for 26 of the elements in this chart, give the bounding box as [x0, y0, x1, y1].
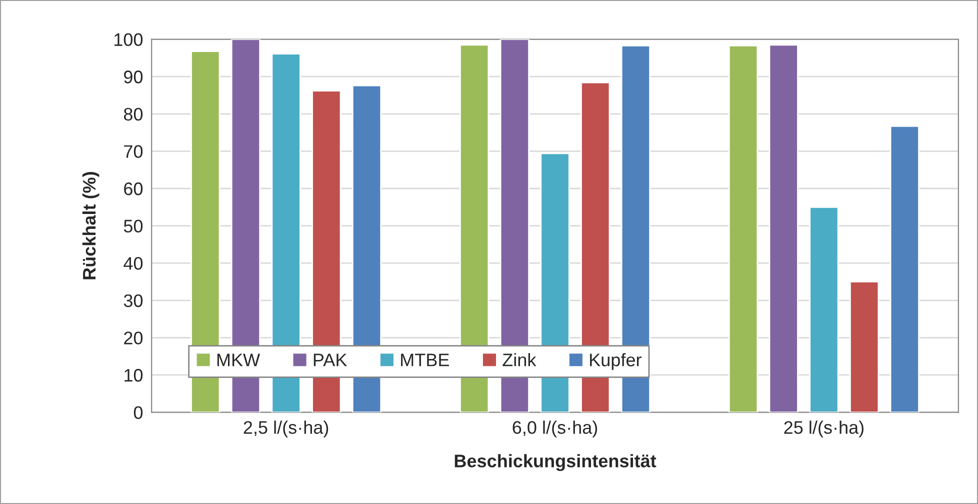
y-tick-label: 60: [124, 182, 143, 196]
y-tick-label: 20: [124, 332, 143, 344]
y-tick-label: 80: [124, 108, 143, 121]
bar: [809, 206, 839, 412]
y-tick-label: 50: [124, 220, 143, 233]
y-tick-label: 70: [124, 145, 143, 158]
legend-label: Zink: [502, 353, 536, 366]
y-tick-label: 100: [114, 33, 143, 46]
legend-label: Kupfer: [590, 353, 642, 370]
bar: [890, 126, 920, 412]
bar: [728, 44, 758, 412]
y-tick-label: 0: [134, 406, 143, 419]
y-tick-label: 90: [124, 70, 143, 84]
bar: [768, 44, 798, 412]
bar: [849, 281, 880, 412]
y-tick-label: 40: [124, 257, 143, 270]
x-tick-label: 6,0 l/(s·ha): [512, 420, 598, 438]
y-axis-title: Rückhalt (%): [82, 172, 100, 280]
y-tick-label: 30: [124, 294, 143, 308]
legend-label: MTBE: [401, 354, 449, 366]
y-tick-label: 10: [124, 368, 143, 382]
x-axis-title: Beschickungsintensität: [454, 454, 656, 472]
legend-label: MKW: [217, 354, 260, 366]
x-tick-label: 25 l/(s·ha): [784, 420, 864, 438]
x-tick-label: 2,5 l/(s·ha): [244, 420, 328, 438]
legend-label: PAK: [314, 354, 348, 366]
